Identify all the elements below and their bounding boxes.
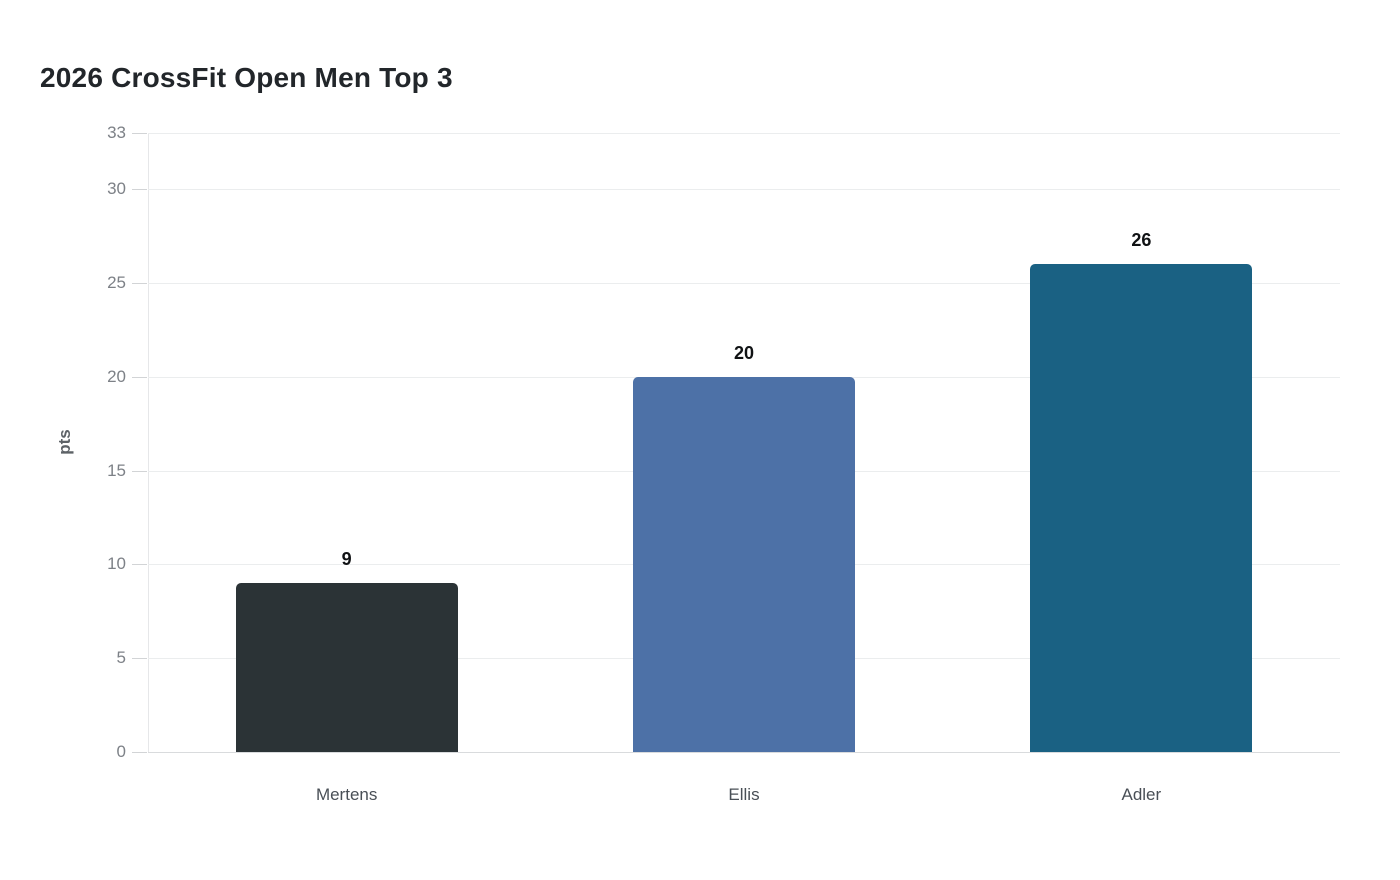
grid-line — [148, 283, 1340, 285]
bar-mertens — [235, 583, 458, 752]
bar-value-label: 26 — [1131, 230, 1152, 251]
grid-line — [148, 752, 1340, 753]
y-tick-label: 15 — [107, 460, 126, 480]
y-tick-mark — [132, 470, 147, 472]
x-tick-label: Ellis — [728, 785, 760, 804]
y-tick-mark — [132, 752, 147, 753]
y-tick-label: 30 — [107, 179, 126, 199]
bar-value-label: 20 — [733, 342, 755, 363]
bar-adler — [1030, 264, 1253, 752]
y-tick-label: 10 — [107, 554, 126, 574]
y-tick-label: 20 — [107, 366, 126, 386]
y-tick-label: 33 — [107, 123, 126, 142]
y-tick-label: 5 — [116, 648, 126, 668]
y-tick-label: 25 — [107, 273, 126, 293]
bar-value-label: 9 — [341, 549, 352, 570]
y-tick-mark — [132, 283, 147, 285]
x-tick-label: Mertens — [315, 785, 378, 804]
y-tick-mark — [132, 133, 147, 134]
bar-ellis — [633, 376, 855, 752]
grid-line — [148, 133, 1340, 134]
y-tick-mark — [132, 189, 147, 191]
y-tick-mark — [132, 376, 147, 378]
chart-title: 2026 CrossFit Open Men Top 3 — [40, 62, 453, 93]
grid-line — [148, 189, 1340, 191]
x-tick-label: Adler — [1121, 785, 1162, 804]
y-tick-label: 0 — [116, 742, 126, 761]
y-axis-line — [148, 133, 149, 752]
y-tick-mark — [132, 658, 147, 660]
plot-area — [148, 133, 1340, 752]
y-tick-mark — [132, 564, 147, 566]
